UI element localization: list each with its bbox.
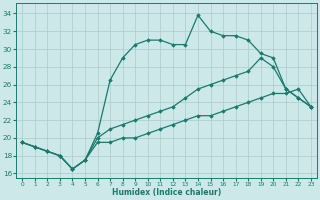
X-axis label: Humidex (Indice chaleur): Humidex (Indice chaleur) (112, 188, 221, 197)
